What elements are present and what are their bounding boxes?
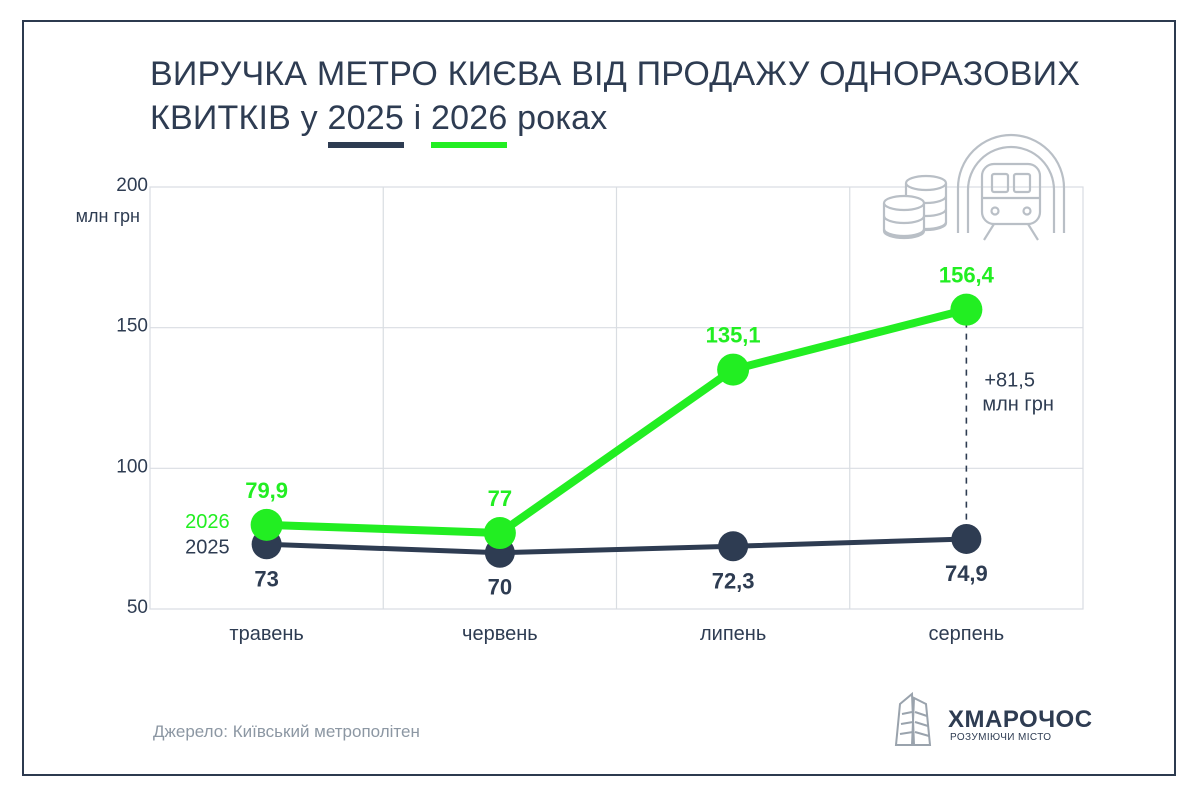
data-point-2026 xyxy=(250,508,283,541)
source-note: Джерело: Київський метрополітен xyxy=(153,722,420,741)
title-line-1: ВИРУЧКА МЕТРО КИЄВА ВІД ПРОДАЖУ ОДНОРАЗО… xyxy=(150,55,1081,93)
data-point-2026 xyxy=(717,353,750,386)
x-tick-label: липень xyxy=(700,623,766,645)
annotation-unit: млн грн xyxy=(982,393,1053,415)
data-label-2026: 79,9 xyxy=(245,478,288,503)
chart-title: ВИРУЧКА МЕТРО КИЄВА ВІД ПРОДАЖУ ОДНОРАЗО… xyxy=(150,52,1150,148)
title-line-2: КВИТКІВ у 2025 і 2026 роках xyxy=(150,96,1150,148)
annotation-value: +81,5 xyxy=(984,369,1035,391)
data-point-2025 xyxy=(951,523,982,554)
chart-grid xyxy=(149,186,1084,610)
x-tick-label: червень xyxy=(462,623,538,645)
title-suffix: роках xyxy=(517,99,608,137)
title-year-2025: 2025 xyxy=(327,96,404,148)
data-label-2026: 135,1 xyxy=(706,323,761,348)
data-label-2026: 156,4 xyxy=(939,263,995,288)
title-conjunction: і xyxy=(413,99,422,137)
legend-label-2026: 2026 xyxy=(185,511,230,533)
series-lines xyxy=(262,305,971,556)
legend-label-2025: 2025 xyxy=(185,536,230,558)
data-label-2025: 72,3 xyxy=(712,568,755,593)
data-label-2025: 73 xyxy=(254,566,278,591)
data-label-2026: 77 xyxy=(488,486,512,511)
x-axis: травень червень липень серпень xyxy=(229,623,1004,645)
series-line-2026 xyxy=(262,305,971,538)
data-point-2026 xyxy=(483,517,516,550)
coins-icon xyxy=(882,174,948,240)
skyscraper-logo-icon xyxy=(894,691,932,746)
y-tick-label: 50 xyxy=(127,597,148,618)
x-tick-label: серпень xyxy=(929,623,1005,645)
y-axis-unit-label: млн грн xyxy=(76,206,140,226)
metro-train-icon xyxy=(956,133,1066,241)
data-labels: 73 70 72,3 74,9 79,9 77 135,1 156,4 xyxy=(245,263,994,600)
series-line-2025 xyxy=(264,536,969,556)
infographic-frame xyxy=(22,20,1176,776)
series-points xyxy=(250,293,983,568)
y-tick-label: 150 xyxy=(116,316,148,337)
x-tick-label: травень xyxy=(229,623,303,645)
title-prefix: КВИТКІВ у xyxy=(150,99,318,137)
y-axis: 50 100 150 200 млн грн xyxy=(76,175,148,618)
data-label-2025: 74,9 xyxy=(945,561,988,586)
data-point-2026 xyxy=(950,293,983,326)
logo-tagline: РОЗУМІЮЧИ МІСТО xyxy=(950,732,1052,743)
logo-name: ХМАРОЧОС xyxy=(948,706,1093,733)
y-tick-label: 100 xyxy=(116,456,148,477)
data-label-2025: 70 xyxy=(488,575,512,600)
y-tick-label: 200 xyxy=(116,175,148,196)
title-year-2026: 2026 xyxy=(431,96,508,148)
series-legend: 2026 2025 xyxy=(185,511,230,558)
data-point-2025 xyxy=(718,531,749,562)
